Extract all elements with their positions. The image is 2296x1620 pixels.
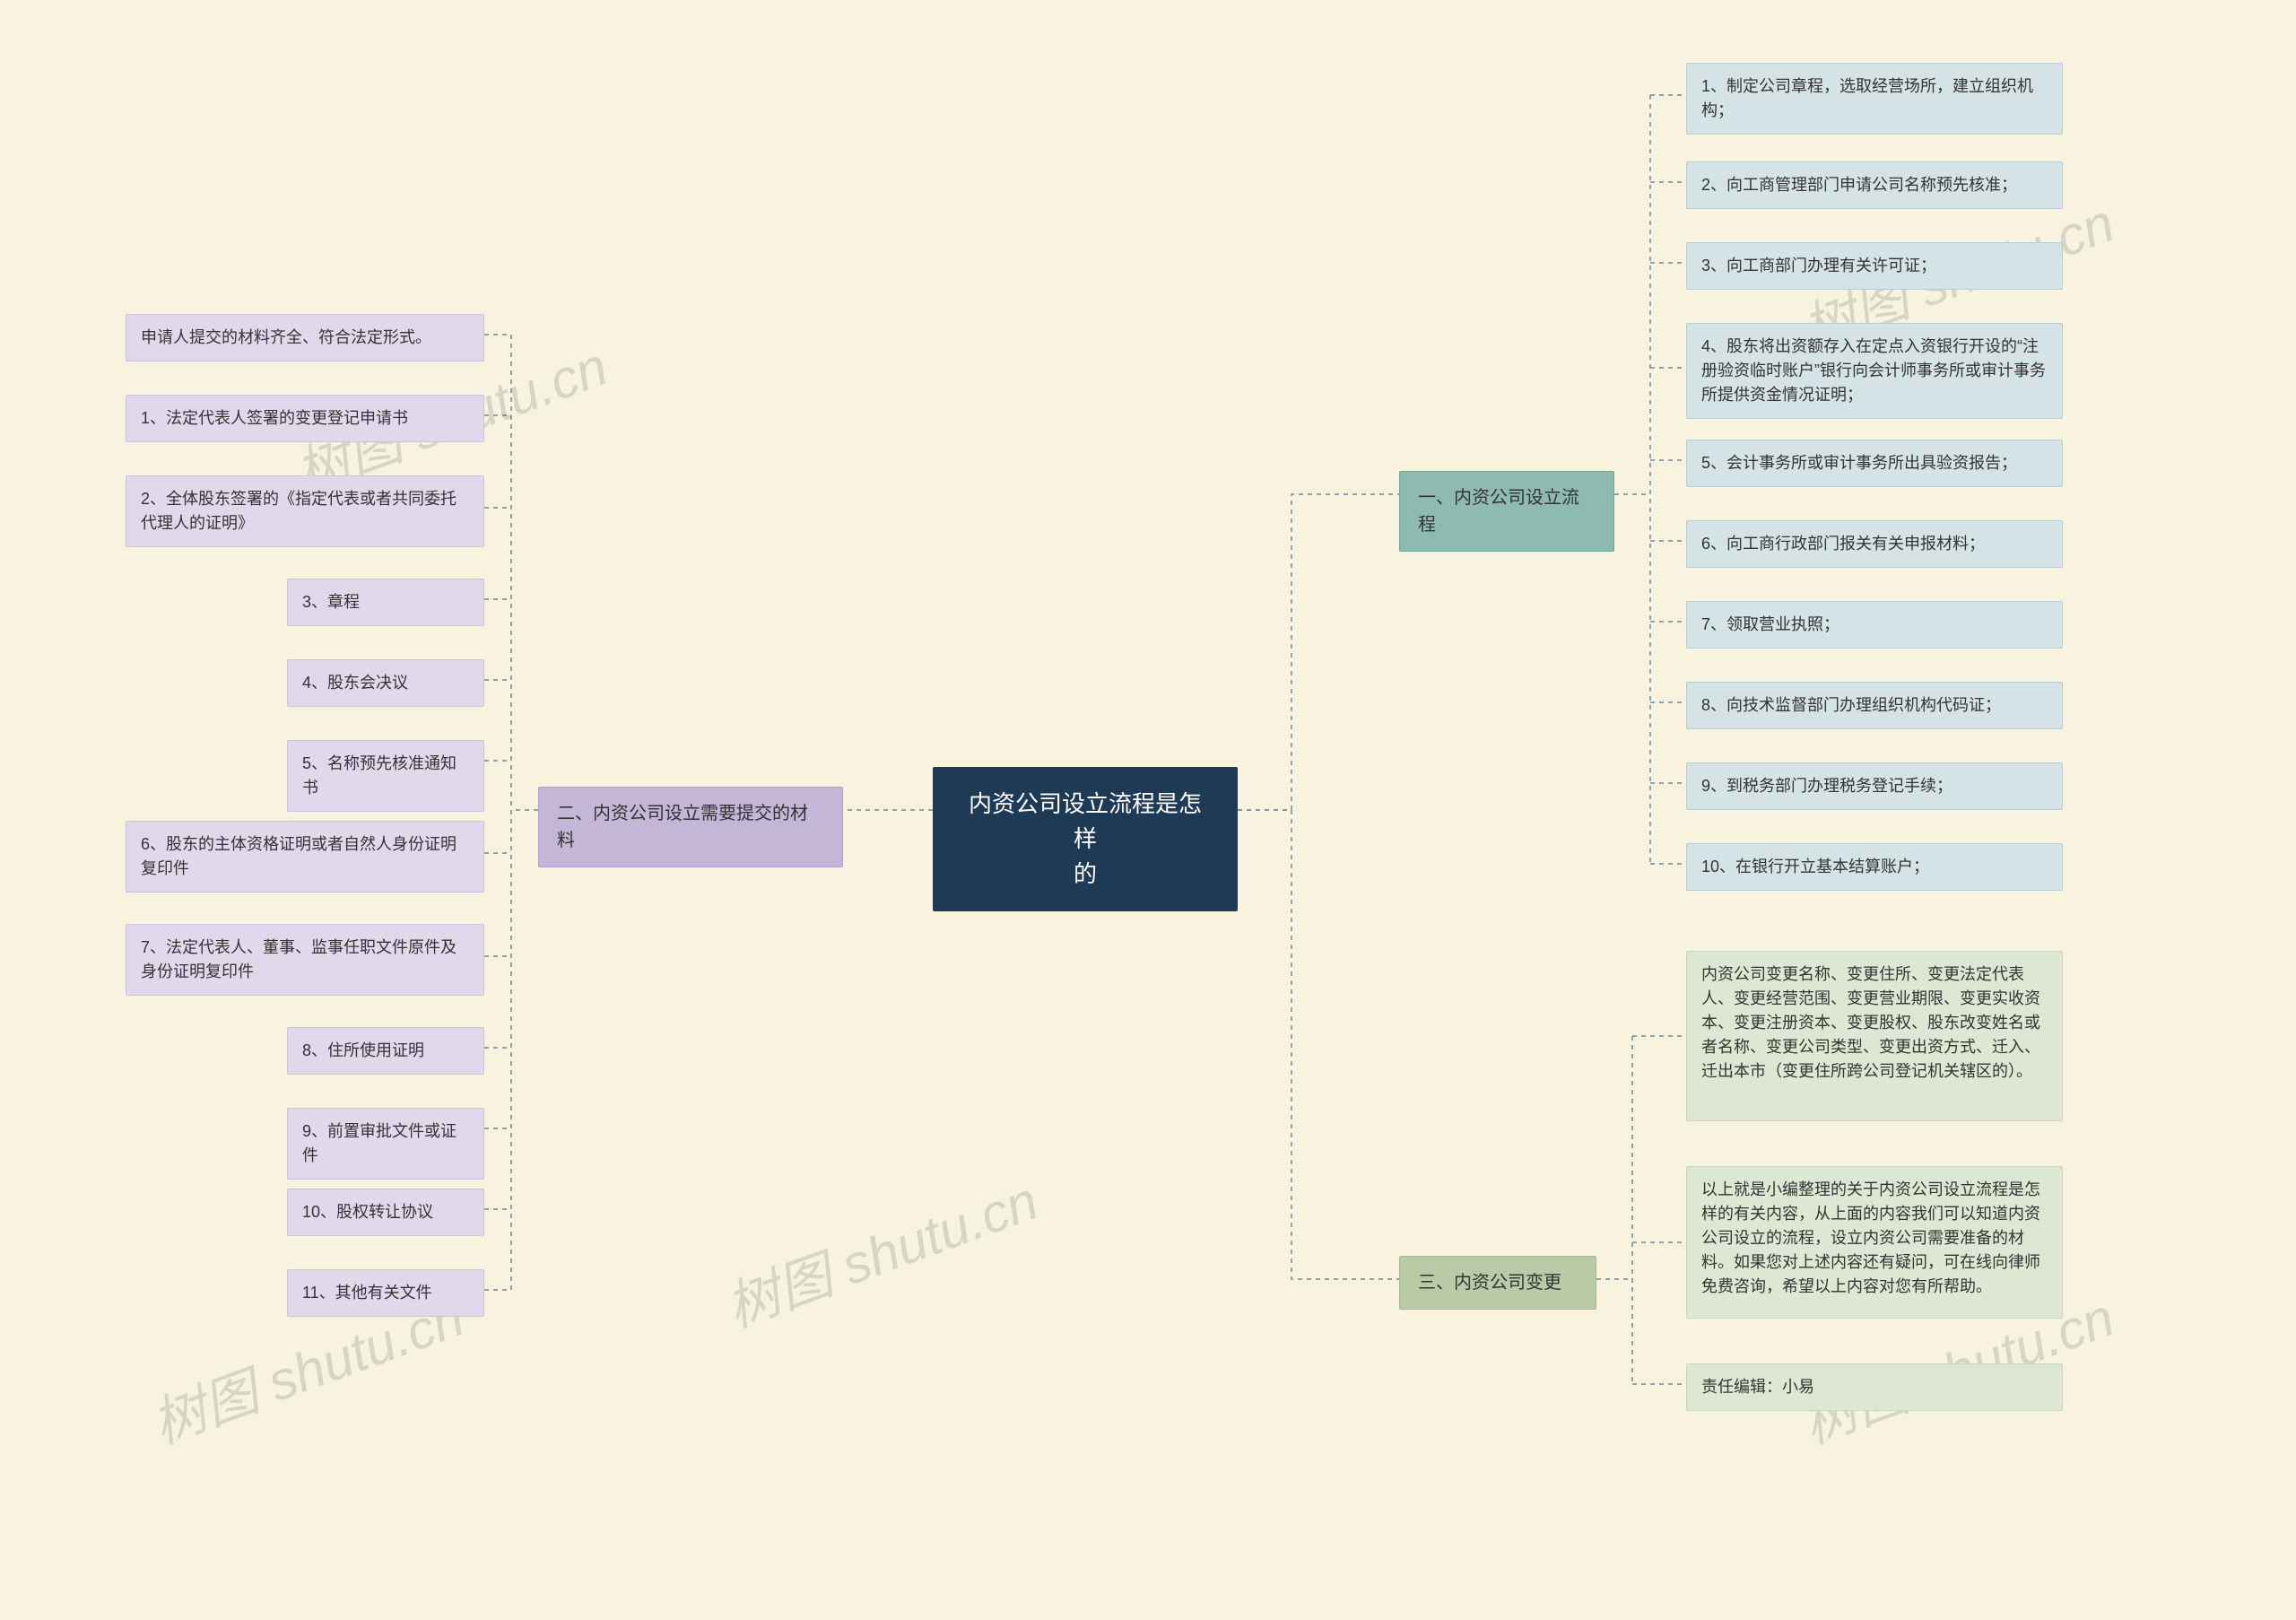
leaf-b2-9: 9、前置审批文件或证件 — [287, 1108, 484, 1180]
leaf-b2-3: 3、章程 — [287, 579, 484, 626]
leaf-b2-8: 8、住所使用证明 — [287, 1027, 484, 1075]
leaf-b3-2: 责任编辑：小易 — [1686, 1363, 2063, 1411]
leaf-b3-0: 内资公司变更名称、变更住所、变更法定代表人、变更经营范围、变更营业期限、变更实收… — [1686, 951, 2063, 1121]
center-line2: 的 — [1074, 860, 1097, 887]
branch-1-label: 一、内资公司设立流程 — [1418, 488, 1579, 535]
leaf-b1-5: 6、向工商行政部门报关有关申报材料； — [1686, 520, 2063, 568]
leaf-b3-1: 以上就是小编整理的关于内资公司设立流程是怎样的有关内容，从上面的内容我们可以知道… — [1686, 1166, 2063, 1319]
leaf-b1-4: 5、会计事务所或审计事务所出具验资报告； — [1686, 440, 2063, 487]
leaf-b2-7: 7、法定代表人、董事、监事任职文件原件及身份证明复印件 — [126, 924, 484, 996]
leaf-b1-6: 7、领取营业执照； — [1686, 601, 2063, 649]
branch-2-label: 二、内资公司设立需要提交的材料 — [557, 804, 808, 850]
center-node: 内资公司设立流程是怎样 的 — [933, 767, 1238, 911]
leaf-b2-11: 11、其他有关文件 — [287, 1269, 484, 1317]
leaf-b2-0: 申请人提交的材料齐全、符合法定形式。 — [126, 314, 484, 361]
leaf-b1-9: 10、在银行开立基本结算账户； — [1686, 843, 2063, 891]
leaf-b1-3: 4、股东将出资额存入在定点入资银行开设的“注册验资临时账户”银行向会计师事务所或… — [1686, 323, 2063, 419]
leaf-b1-8: 9、到税务部门办理税务登记手续； — [1686, 762, 2063, 810]
leaf-b2-10: 10、股权转让协议 — [287, 1189, 484, 1236]
branch-3-label: 三、内资公司变更 — [1418, 1273, 1561, 1293]
leaf-b1-2: 3、向工商部门办理有关许可证； — [1686, 242, 2063, 290]
center-line1: 内资公司设立流程是怎样 — [969, 790, 1202, 852]
leaf-b2-6: 6、股东的主体资格证明或者自然人身份证明复印件 — [126, 821, 484, 893]
branch-3: 三、内资公司变更 — [1399, 1256, 1596, 1310]
leaf-b1-1: 2、向工商管理部门申请公司名称预先核准； — [1686, 161, 2063, 209]
leaf-b2-4: 4、股东会决议 — [287, 659, 484, 707]
leaf-b2-5: 5、名称预先核准通知书 — [287, 740, 484, 812]
leaf-b1-0: 1、制定公司章程，选取经营场所，建立组织机构； — [1686, 63, 2063, 135]
leaf-b1-7: 8、向技术监督部门办理组织机构代码证； — [1686, 682, 2063, 729]
leaf-b2-1: 1、法定代表人签署的变更登记申请书 — [126, 395, 484, 442]
branch-2: 二、内资公司设立需要提交的材料 — [538, 787, 843, 867]
watermark: 树图 shutu.cn — [714, 1157, 1047, 1342]
leaf-b2-2: 2、全体股东签署的《指定代表或者共同委托代理人的证明》 — [126, 475, 484, 547]
branch-1: 一、内资公司设立流程 — [1399, 471, 1614, 552]
